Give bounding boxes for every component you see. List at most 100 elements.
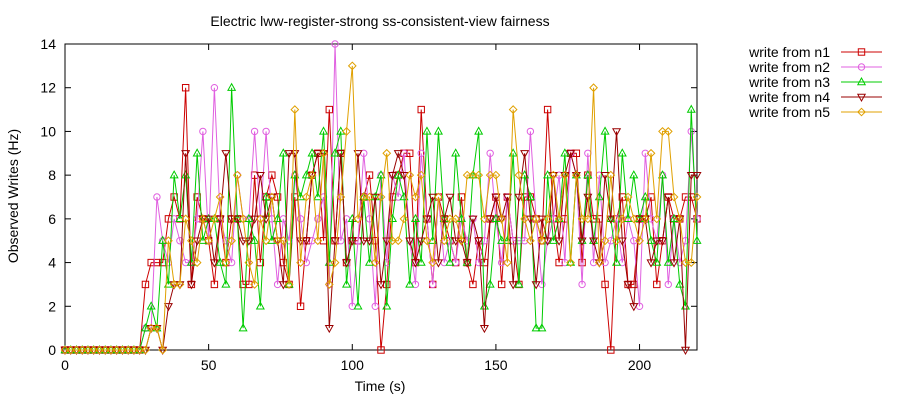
data-point (428, 258, 438, 267)
data-point (664, 280, 672, 289)
data-point (548, 235, 558, 244)
data-point (479, 324, 489, 334)
data-point (531, 323, 541, 332)
data-point (192, 258, 202, 267)
data-point (261, 215, 271, 224)
data-point (514, 170, 524, 180)
data-point (210, 280, 219, 289)
data-point (429, 280, 437, 289)
data-point (445, 257, 455, 266)
data-point (186, 257, 196, 266)
data-point (232, 215, 242, 224)
data-point (583, 214, 593, 224)
data-point (405, 279, 415, 288)
data-point (261, 236, 271, 246)
data-point (669, 192, 679, 202)
data-point (83, 346, 93, 356)
data-point (285, 237, 293, 245)
data-point (525, 236, 535, 246)
data-point (301, 170, 311, 179)
data-point (578, 280, 586, 289)
legend-marker (857, 63, 866, 71)
data-point (313, 191, 323, 201)
series-line (65, 131, 697, 351)
data-point (318, 150, 329, 159)
data-point (543, 170, 553, 179)
data-point (560, 148, 570, 157)
data-point (71, 346, 82, 356)
data-point (77, 345, 87, 355)
data-point (296, 191, 306, 201)
y-tick-label: 4 (48, 255, 56, 271)
data-point (554, 214, 564, 224)
data-point (376, 281, 386, 290)
data-point (623, 192, 633, 202)
data-point (135, 345, 145, 355)
data-point (618, 193, 627, 201)
data-point (146, 324, 156, 334)
data-point (410, 259, 421, 268)
data-point (347, 237, 357, 246)
data-point (232, 213, 242, 223)
x-tick-label: 50 (201, 357, 217, 373)
data-point (199, 127, 207, 136)
data-point (417, 105, 425, 114)
data-point (469, 280, 477, 289)
data-point (653, 280, 661, 289)
data-point (278, 281, 288, 290)
data-point (606, 215, 616, 224)
data-point (186, 236, 196, 246)
legend-label: write from n2 (748, 59, 830, 75)
data-point (106, 346, 116, 356)
data-point (606, 170, 616, 180)
data-point (433, 126, 444, 135)
data-point (71, 344, 82, 354)
data-point (94, 344, 105, 354)
data-point (548, 171, 558, 181)
data-point (112, 345, 122, 355)
data-point (537, 236, 547, 246)
legend-label: write from n1 (748, 44, 830, 60)
y-tick-label: 2 (48, 298, 56, 314)
data-point (152, 323, 162, 332)
data-point (377, 346, 385, 354)
data-point (445, 193, 455, 203)
data-point (417, 149, 425, 157)
data-point (376, 170, 386, 179)
series-line (65, 65, 698, 351)
data-point (422, 236, 432, 246)
data-point (508, 105, 518, 114)
data-point (301, 237, 311, 246)
data-point (72, 345, 81, 355)
data-point (686, 104, 696, 113)
data-point (273, 213, 283, 223)
data-point (117, 344, 128, 354)
data-point (100, 345, 110, 355)
data-point (186, 281, 196, 290)
data-point (663, 193, 673, 203)
data-point (641, 149, 649, 157)
data-point (451, 237, 461, 246)
x-tick-label: 150 (484, 357, 508, 373)
data-point (497, 235, 507, 244)
data-point (215, 257, 225, 266)
data-point (152, 324, 162, 334)
data-point (520, 214, 530, 224)
data-point (318, 126, 329, 135)
data-point (359, 237, 369, 246)
data-point (514, 279, 524, 288)
data-point (439, 215, 449, 224)
data-point (531, 281, 541, 290)
data-point (480, 214, 489, 224)
data-point (485, 170, 495, 180)
data-point (117, 346, 128, 356)
data-point (83, 344, 93, 354)
data-point (129, 344, 139, 354)
data-point (393, 170, 403, 179)
data-point (371, 302, 379, 310)
data-point (353, 214, 363, 224)
data-point (617, 237, 627, 246)
data-point (497, 214, 507, 224)
data-point (630, 237, 638, 245)
